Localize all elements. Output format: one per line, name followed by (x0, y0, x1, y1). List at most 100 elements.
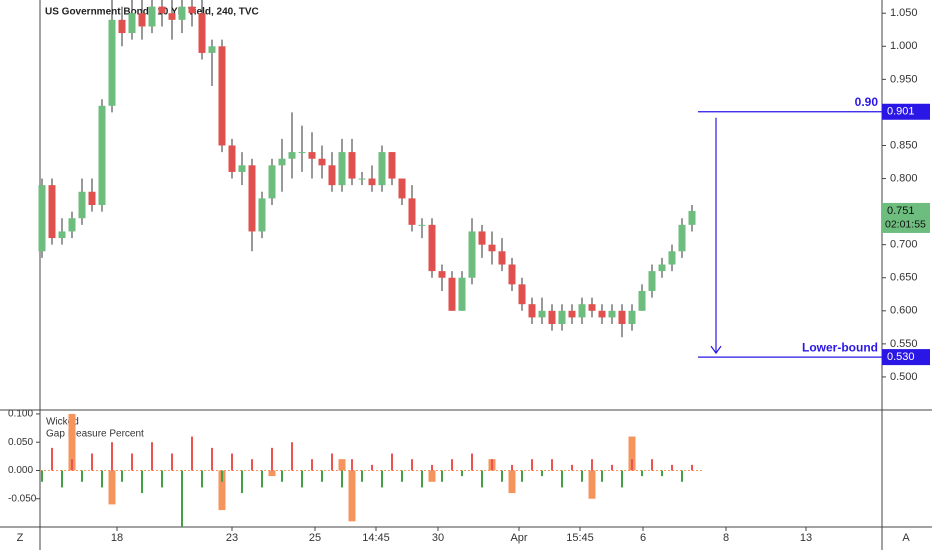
wick-bar (541, 470, 543, 477)
button[interactable]: Z (17, 532, 24, 544)
candle-body (138, 13, 146, 27)
wick-bar (261, 470, 263, 488)
y-tick-label: -0.050 (8, 493, 37, 504)
candle-body (118, 19, 126, 34)
candle-body (58, 231, 66, 239)
candle-body (488, 244, 496, 252)
candle-body (418, 224, 426, 226)
candle-body (548, 310, 556, 325)
gap-bar (268, 470, 276, 477)
gap-bar (218, 470, 226, 511)
candle-body (328, 165, 336, 186)
candle-body (558, 310, 566, 325)
wick-bar (231, 453, 233, 471)
wick-bar (131, 453, 133, 471)
candle-body (238, 165, 246, 172)
wick-bar (441, 470, 443, 482)
wick-bar (451, 459, 453, 471)
candle-body (108, 19, 116, 106)
candle-body (578, 304, 586, 318)
gap-bar (508, 470, 516, 494)
candle-body (158, 6, 166, 14)
wick-bar (271, 447, 273, 471)
indicator-title: Gap Measure Percent (46, 429, 144, 440)
candle-body (648, 271, 656, 291)
candle-body (348, 152, 356, 179)
candle-body (128, 13, 136, 34)
candle-body (368, 178, 376, 186)
wick-bar (331, 453, 333, 471)
y-tick-label: 0.850 (890, 139, 918, 151)
candle-body (478, 231, 486, 245)
arrow-head (710, 345, 722, 355)
candle-body (218, 46, 226, 146)
gap-bar (338, 459, 346, 471)
wick-bar (111, 442, 113, 471)
candle-body (448, 277, 456, 311)
candle-body (668, 251, 676, 265)
wick-bar (551, 459, 553, 471)
x-tick-label: 8 (723, 532, 729, 544)
candle-body (518, 284, 526, 305)
wick-bar (571, 464, 573, 471)
wick-bar (581, 470, 583, 482)
wick-bar (181, 470, 183, 527)
wick-bar (511, 464, 513, 471)
candle-body (568, 310, 576, 318)
wick-bar (281, 470, 283, 482)
wick-bar (491, 459, 493, 471)
candle-body (298, 152, 306, 154)
y-tick-label: 0.950 (890, 73, 918, 85)
wick-bar (691, 464, 693, 471)
wick-bar (41, 470, 43, 482)
candle-body (168, 13, 176, 20)
button[interactable]: A (902, 532, 910, 544)
price-label: 0.901 (887, 106, 915, 118)
wick-bar (391, 453, 393, 471)
y-tick-label: 0.800 (890, 172, 918, 184)
candle-body (308, 152, 316, 159)
y-tick-label: 1.050 (890, 7, 918, 19)
candle-body (408, 198, 416, 225)
wick-bar (171, 453, 173, 471)
y-tick-label: 0.100 (8, 409, 33, 420)
x-tick-label: 30 (432, 532, 444, 544)
candle-body (598, 310, 606, 318)
candle-body (678, 224, 686, 252)
wick-bar (671, 464, 673, 471)
candle-body (88, 191, 96, 205)
gap-bar (428, 470, 436, 482)
candle-body (378, 152, 386, 186)
wick-bar (631, 459, 633, 471)
wick-bar (241, 470, 243, 494)
candle-body (248, 165, 256, 232)
candle-body (148, 6, 156, 27)
y-tick-label: 0.050 (8, 437, 33, 448)
candle-body (268, 165, 276, 199)
candle-body (618, 310, 626, 325)
candle-body (338, 152, 346, 186)
candle-body (278, 158, 286, 166)
y-tick-label: 0.600 (890, 305, 918, 317)
wick-bar (101, 470, 103, 488)
wick-bar (151, 442, 153, 471)
x-tick-label: 18 (111, 532, 123, 544)
wick-bar (121, 470, 123, 482)
wick-bar (601, 470, 603, 482)
wick-bar (161, 470, 163, 488)
x-tick-label: 15:45 (566, 532, 594, 544)
wick-bar (421, 470, 423, 488)
y-tick-label: 0.550 (890, 338, 918, 350)
wick-bar (351, 459, 353, 471)
price-label-box (882, 103, 930, 120)
wick-bar (591, 459, 593, 471)
wick-bar (381, 470, 383, 488)
wick-bar (651, 459, 653, 471)
candle-body (188, 6, 196, 14)
wick-bar (51, 447, 53, 471)
wick-bar (531, 459, 533, 471)
candle-body (608, 310, 616, 318)
candle-body (68, 218, 76, 232)
candle-body (208, 46, 216, 53)
